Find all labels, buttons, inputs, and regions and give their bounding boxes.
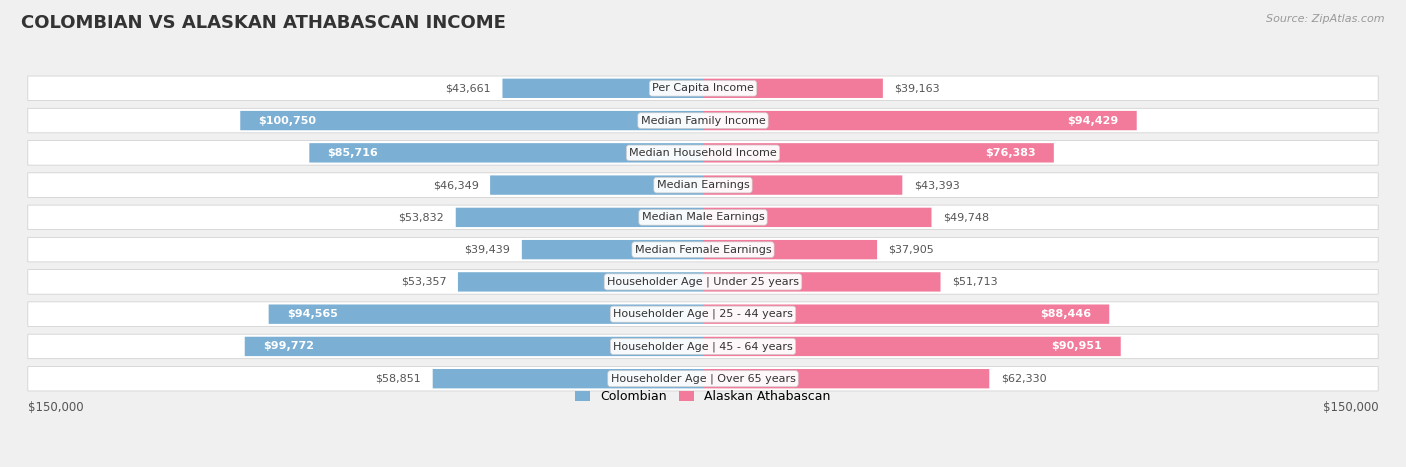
Text: $49,748: $49,748 (943, 212, 988, 222)
FancyBboxPatch shape (28, 334, 1378, 359)
FancyBboxPatch shape (703, 304, 1109, 324)
Text: $39,439: $39,439 (464, 245, 510, 255)
Text: Median Female Earnings: Median Female Earnings (634, 245, 772, 255)
Text: Median Earnings: Median Earnings (657, 180, 749, 190)
FancyBboxPatch shape (28, 367, 1378, 391)
FancyBboxPatch shape (309, 143, 703, 163)
Text: $99,772: $99,772 (263, 341, 314, 352)
Text: $88,446: $88,446 (1039, 309, 1091, 319)
Text: $46,349: $46,349 (433, 180, 478, 190)
FancyBboxPatch shape (456, 208, 703, 227)
FancyBboxPatch shape (703, 143, 1054, 163)
Text: Median Family Income: Median Family Income (641, 115, 765, 126)
FancyBboxPatch shape (245, 337, 703, 356)
FancyBboxPatch shape (433, 369, 703, 389)
Text: $100,750: $100,750 (259, 115, 316, 126)
Legend: Colombian, Alaskan Athabascan: Colombian, Alaskan Athabascan (571, 385, 835, 408)
FancyBboxPatch shape (703, 176, 903, 195)
Text: $90,951: $90,951 (1052, 341, 1102, 352)
Text: $53,832: $53,832 (398, 212, 444, 222)
Text: $43,661: $43,661 (446, 83, 491, 93)
Text: Per Capita Income: Per Capita Income (652, 83, 754, 93)
FancyBboxPatch shape (28, 141, 1378, 165)
FancyBboxPatch shape (703, 369, 990, 389)
FancyBboxPatch shape (703, 272, 941, 291)
FancyBboxPatch shape (28, 173, 1378, 198)
FancyBboxPatch shape (28, 108, 1378, 133)
Text: $39,163: $39,163 (894, 83, 941, 93)
Text: $58,851: $58,851 (375, 374, 422, 384)
Text: Median Male Earnings: Median Male Earnings (641, 212, 765, 222)
Text: $150,000: $150,000 (1323, 401, 1378, 414)
Text: $94,565: $94,565 (287, 309, 337, 319)
Text: $51,713: $51,713 (952, 277, 998, 287)
FancyBboxPatch shape (28, 205, 1378, 230)
FancyBboxPatch shape (28, 237, 1378, 262)
Text: $85,716: $85,716 (328, 148, 378, 158)
FancyBboxPatch shape (28, 76, 1378, 100)
FancyBboxPatch shape (703, 240, 877, 259)
FancyBboxPatch shape (703, 208, 932, 227)
FancyBboxPatch shape (522, 240, 703, 259)
Text: Median Household Income: Median Household Income (628, 148, 778, 158)
Text: $76,383: $76,383 (984, 148, 1035, 158)
Text: Householder Age | 25 - 44 years: Householder Age | 25 - 44 years (613, 309, 793, 319)
Text: $150,000: $150,000 (28, 401, 83, 414)
Text: $62,330: $62,330 (1001, 374, 1046, 384)
FancyBboxPatch shape (703, 111, 1136, 130)
Text: COLOMBIAN VS ALASKAN ATHABASCAN INCOME: COLOMBIAN VS ALASKAN ATHABASCAN INCOME (21, 14, 506, 32)
Text: Source: ZipAtlas.com: Source: ZipAtlas.com (1267, 14, 1385, 24)
FancyBboxPatch shape (458, 272, 703, 291)
FancyBboxPatch shape (28, 269, 1378, 294)
Text: $53,357: $53,357 (401, 277, 447, 287)
FancyBboxPatch shape (703, 337, 1121, 356)
FancyBboxPatch shape (491, 176, 703, 195)
Text: Householder Age | Over 65 years: Householder Age | Over 65 years (610, 374, 796, 384)
Text: $37,905: $37,905 (889, 245, 935, 255)
FancyBboxPatch shape (269, 304, 703, 324)
Text: $94,429: $94,429 (1067, 115, 1118, 126)
FancyBboxPatch shape (703, 78, 883, 98)
Text: Householder Age | 45 - 64 years: Householder Age | 45 - 64 years (613, 341, 793, 352)
FancyBboxPatch shape (28, 302, 1378, 326)
Text: $43,393: $43,393 (914, 180, 959, 190)
FancyBboxPatch shape (502, 78, 703, 98)
Text: Householder Age | Under 25 years: Householder Age | Under 25 years (607, 276, 799, 287)
FancyBboxPatch shape (240, 111, 703, 130)
